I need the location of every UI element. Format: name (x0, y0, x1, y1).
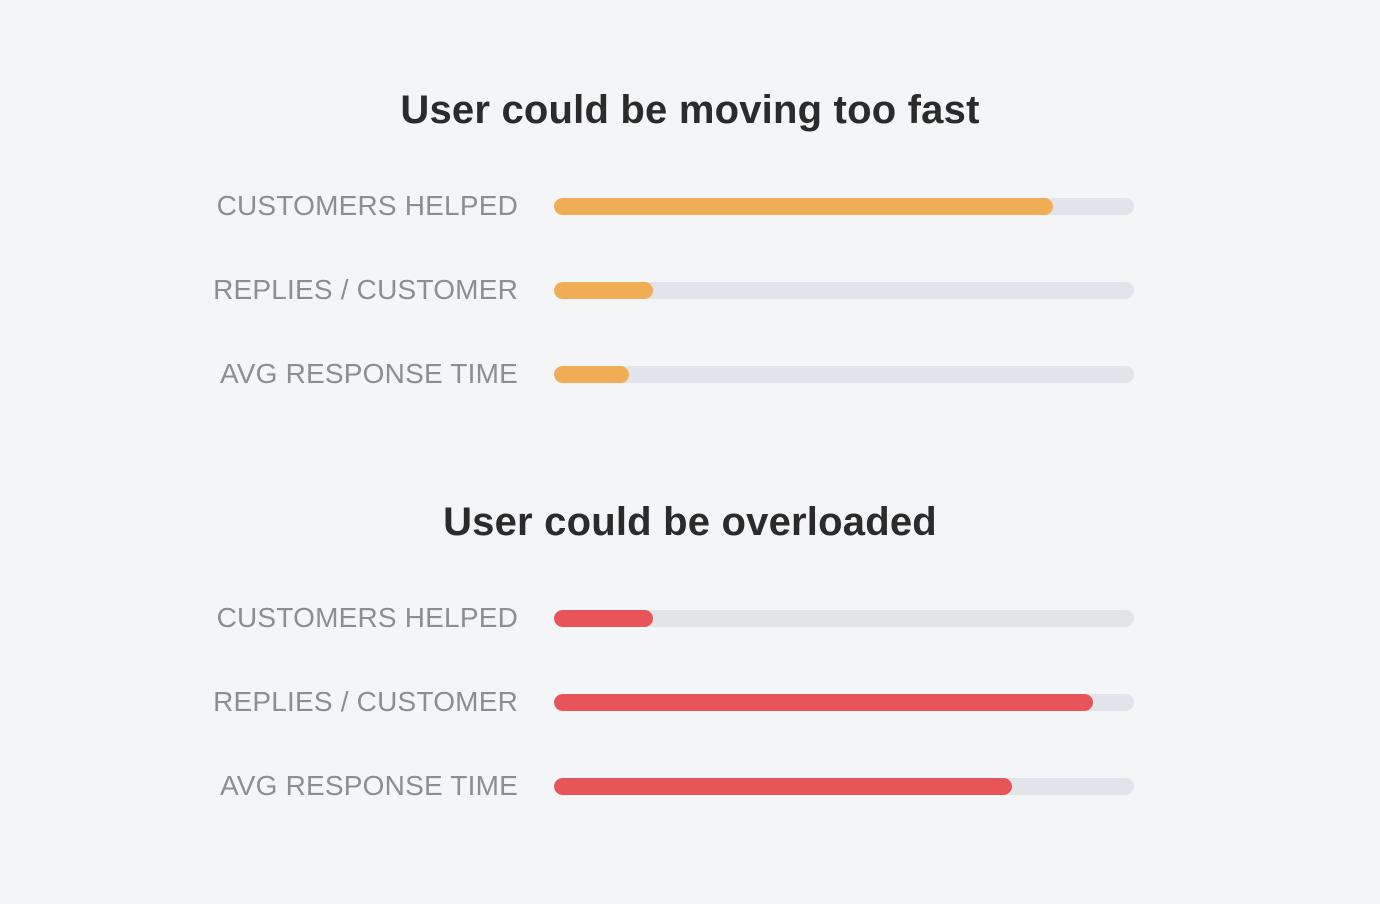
bar-track (554, 198, 1134, 215)
bar-row: CUSTOMERS HELPED (0, 186, 1380, 270)
bar-row: REPLIES / CUSTOMER (0, 270, 1380, 354)
bar-row: CUSTOMERS HELPED (0, 598, 1380, 682)
bar-fill (554, 778, 1013, 795)
bar-row: AVG RESPONSE TIME (0, 766, 1380, 850)
bar-label: AVG RESPONSE TIME (220, 358, 518, 389)
chart-title: User could be overloaded (443, 500, 937, 544)
bar-track (554, 366, 1134, 383)
bar-track (554, 778, 1134, 795)
bar-track (554, 694, 1134, 711)
bar-fill (554, 198, 1053, 215)
bar-label: AVG RESPONSE TIME (220, 770, 518, 801)
bar-label: CUSTOMERS HELPED (216, 190, 518, 221)
bar-label: CUSTOMERS HELPED (216, 602, 518, 633)
bar-fill (554, 610, 653, 627)
bar-list: CUSTOMERS HELPED REPLIES / CUSTOMER AVG … (0, 186, 1380, 438)
bar-list: CUSTOMERS HELPED REPLIES / CUSTOMER AVG … (0, 598, 1380, 850)
bar-fill (554, 366, 630, 383)
bar-row: REPLIES / CUSTOMER (0, 682, 1380, 766)
bar-row: AVG RESPONSE TIME (0, 354, 1380, 438)
bar-track (554, 610, 1134, 627)
bar-fill (554, 694, 1094, 711)
chart-title: User could be moving too fast (400, 88, 980, 132)
bar-fill (554, 282, 653, 299)
chart-overloaded: User could be overloaded CUSTOMERS HELPE… (0, 492, 1380, 850)
bar-label: REPLIES / CUSTOMER (213, 686, 518, 717)
bar-track (554, 282, 1134, 299)
chart-moving-too-fast: User could be moving too fast CUSTOMERS … (0, 80, 1380, 438)
bar-label: REPLIES / CUSTOMER (213, 274, 518, 305)
